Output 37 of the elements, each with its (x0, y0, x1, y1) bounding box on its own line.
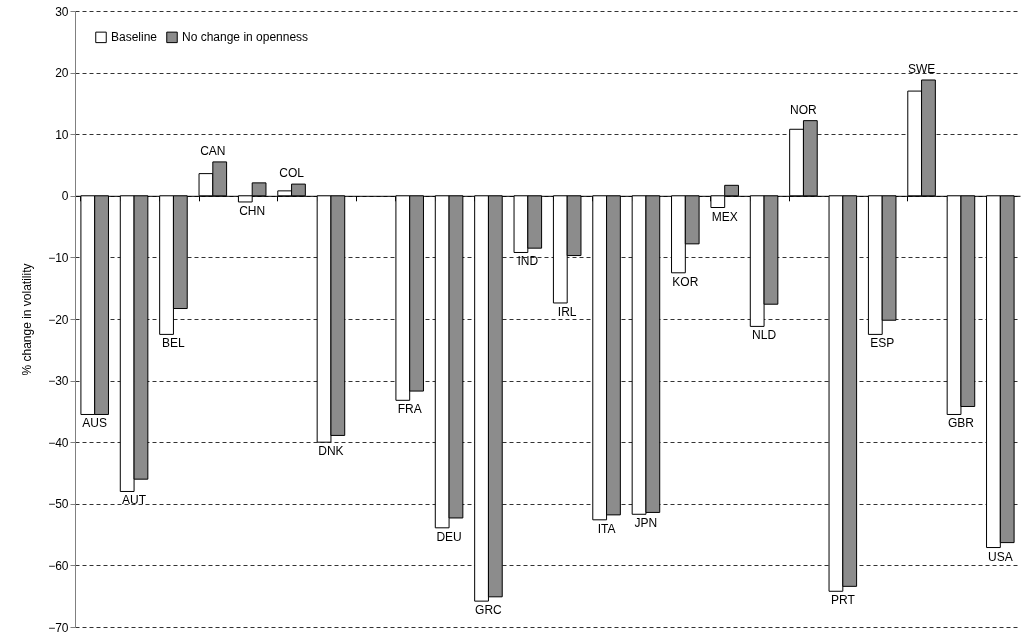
x-tick-label: GBR (947, 416, 975, 431)
y-tick-label: −30 (48, 374, 69, 389)
x-tick-label: ITA (597, 521, 616, 536)
y-tick-label: −60 (48, 558, 69, 573)
y-tick-label: 0 (61, 189, 69, 204)
x-tick-label: MEX (711, 209, 738, 224)
legend-label: Baseline (111, 30, 158, 45)
x-tick-label: AUS (82, 416, 108, 431)
x-tick-label: CHN (239, 203, 266, 218)
x-tick-label: KOR (672, 274, 699, 289)
y-axis-title: % change in volatility (20, 263, 35, 376)
y-tick-label: −70 (48, 620, 69, 635)
x-tick-label: AUT (122, 493, 147, 508)
x-tick-label: PRT (830, 593, 856, 608)
y-tick-label: −10 (48, 250, 69, 265)
x-tick-label: SWE (907, 61, 936, 76)
x-tick-label: IND (517, 254, 539, 269)
x-tick-label: CAN (200, 143, 226, 158)
y-tick-label: 30 (55, 4, 69, 19)
x-tick-label: DNK (318, 444, 344, 459)
y-tick-label: −50 (48, 497, 69, 512)
x-tick-label: IRL (557, 304, 577, 319)
y-tick-label: 20 (55, 66, 69, 81)
y-tick-label: −40 (48, 435, 69, 450)
x-tick-label: USA (987, 549, 1013, 564)
y-tick-label: −20 (48, 312, 69, 327)
y-tick-label: 10 (55, 127, 69, 142)
legend-label: No change in openness (182, 30, 309, 45)
x-tick-label: GRC (475, 603, 503, 618)
x-tick-label: BEL (162, 336, 186, 351)
x-tick-label: NLD (752, 328, 777, 343)
x-tick-label: NOR (790, 102, 818, 117)
x-tick-label: FRA (397, 402, 422, 417)
x-tick-label: ESP (870, 336, 895, 351)
x-tick-label: JPN (634, 516, 658, 531)
x-tick-label: COL (279, 166, 305, 181)
x-tick-label: DEU (436, 529, 462, 544)
